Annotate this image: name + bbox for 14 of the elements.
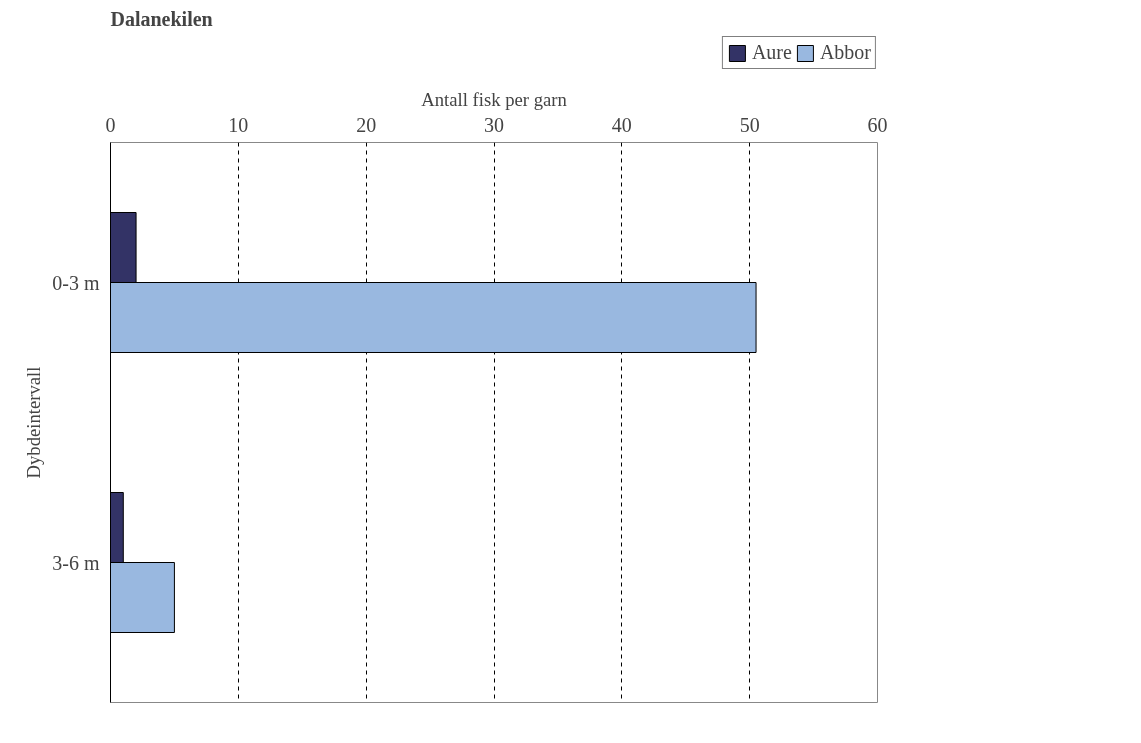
x-tick-label: 10 — [228, 113, 249, 136]
x-tick-label: 50 — [739, 113, 760, 136]
x-tick-label: 30 — [484, 113, 504, 136]
y-axis-title: Dybdeintervall — [23, 366, 45, 479]
legend-label: Abbor — [819, 41, 871, 64]
x-tick-label: 0 — [105, 113, 116, 136]
x-axis-title: Antall fisk per garn — [421, 88, 568, 110]
x-tick-label: 60 — [867, 113, 888, 136]
legend-label: Aure — [751, 41, 792, 64]
y-tick-label: 0-3 m — [52, 271, 100, 294]
y-tick-label: 3-6 m — [52, 551, 100, 574]
x-tick-label: 40 — [611, 113, 632, 136]
x-tick-label: 20 — [356, 113, 377, 136]
chart-title: Dalanekilen — [110, 7, 213, 30]
